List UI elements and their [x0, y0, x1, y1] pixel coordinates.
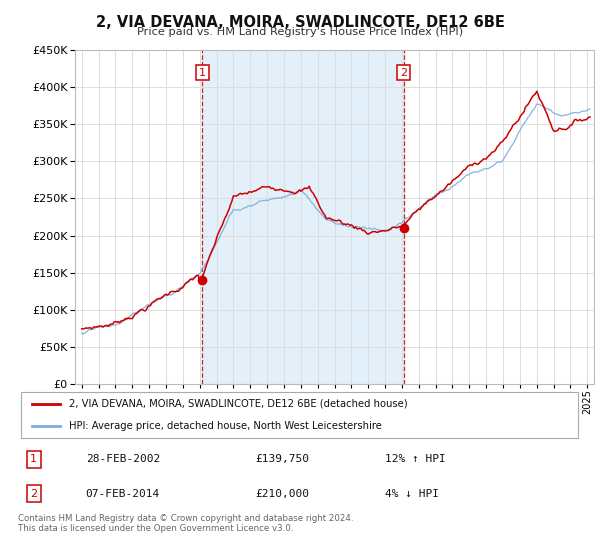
Text: £139,750: £139,750 — [255, 454, 309, 464]
Text: 07-FEB-2014: 07-FEB-2014 — [86, 489, 160, 499]
Text: £210,000: £210,000 — [255, 489, 309, 499]
Text: 2, VIA DEVANA, MOIRA, SWADLINCOTE, DE12 6BE (detached house): 2, VIA DEVANA, MOIRA, SWADLINCOTE, DE12 … — [69, 399, 407, 409]
FancyBboxPatch shape — [21, 393, 578, 437]
Text: 2, VIA DEVANA, MOIRA, SWADLINCOTE, DE12 6BE: 2, VIA DEVANA, MOIRA, SWADLINCOTE, DE12 … — [95, 15, 505, 30]
Text: 1: 1 — [199, 68, 206, 78]
Text: Price paid vs. HM Land Registry's House Price Index (HPI): Price paid vs. HM Land Registry's House … — [137, 27, 463, 38]
Text: Contains HM Land Registry data © Crown copyright and database right 2024.: Contains HM Land Registry data © Crown c… — [18, 514, 353, 523]
Text: 1: 1 — [30, 454, 37, 464]
Text: HPI: Average price, detached house, North West Leicestershire: HPI: Average price, detached house, Nort… — [69, 421, 382, 431]
Bar — [202, 50, 404, 384]
Text: 2: 2 — [400, 68, 407, 78]
Text: 2: 2 — [30, 489, 37, 499]
Text: 28-FEB-2002: 28-FEB-2002 — [86, 454, 160, 464]
Text: 12% ↑ HPI: 12% ↑ HPI — [385, 454, 445, 464]
Text: This data is licensed under the Open Government Licence v3.0.: This data is licensed under the Open Gov… — [18, 524, 293, 533]
Text: 4% ↓ HPI: 4% ↓ HPI — [385, 489, 439, 499]
